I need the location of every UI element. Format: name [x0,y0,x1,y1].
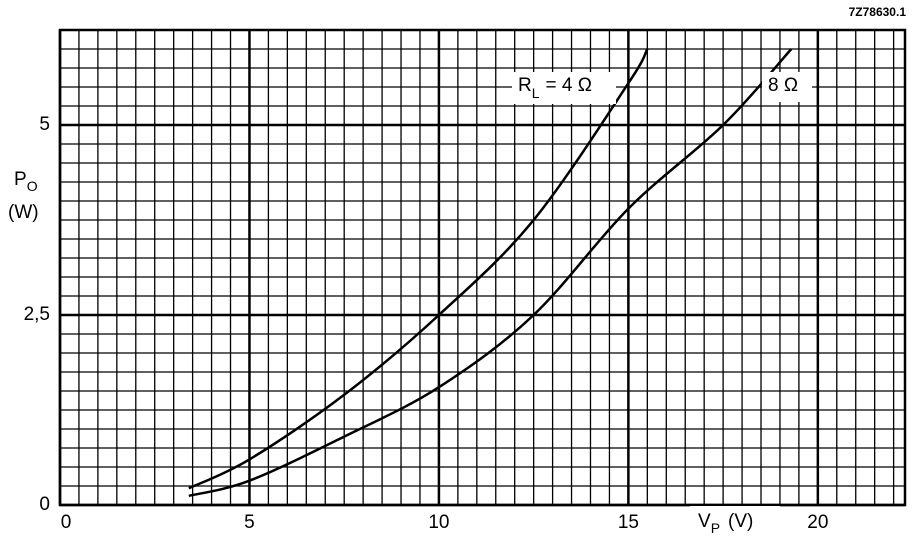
x-tick-label: 5 [244,512,255,533]
label-bg [762,72,812,102]
x-tick-label: 15 [618,512,639,533]
x-tick-label: 10 [428,512,449,533]
series-label: RL = 4 Ω [518,75,592,101]
x-tick-label: 20 [807,512,828,533]
x-axis-label: VP (V) [698,511,753,536]
series-line [188,48,649,490]
grid [58,28,907,507]
y-tick-label: 2,5 [24,304,50,325]
series-line [188,48,793,498]
series-label: 8 Ω [768,75,798,96]
figure-code: 7Z78630.1 [849,5,907,19]
curves [188,48,793,498]
x-tick-label: 0 [61,512,72,533]
y-tick-label: 0 [39,494,50,515]
y-tick-label: 5 [39,114,50,135]
y-axis-label: PO [14,169,38,194]
label-bg [690,506,780,542]
y-axis-unit: (W) [8,202,39,223]
label-bg [512,72,616,104]
